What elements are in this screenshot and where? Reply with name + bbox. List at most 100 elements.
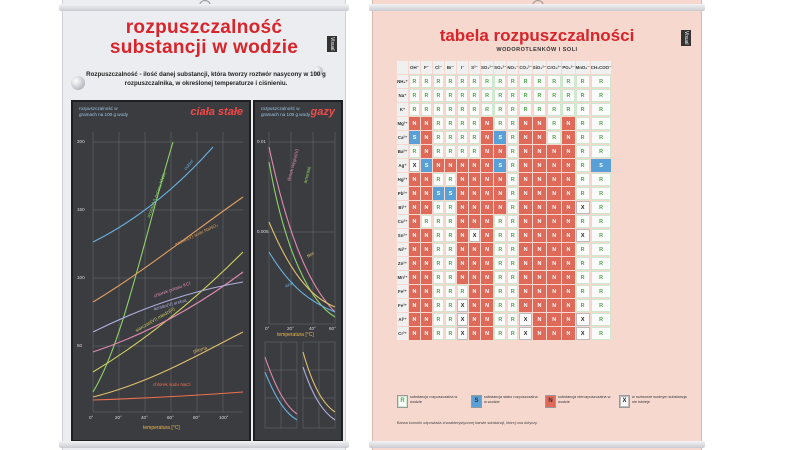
solubility-cell: R <box>575 285 590 298</box>
y-tick: 150 <box>77 207 85 212</box>
solubility-cell: R <box>433 229 444 242</box>
solubility-cell: N <box>409 229 420 242</box>
solubility-cell: N <box>421 243 432 256</box>
solubility-cell: N <box>532 187 547 200</box>
solubility-cell: N <box>547 145 562 158</box>
solubility-cell: N <box>457 257 468 270</box>
molecule-decoration <box>71 76 85 90</box>
legend-text: substancja słabo rozpuszczalna w wodzie <box>484 395 538 404</box>
solubility-cell: N <box>519 243 532 256</box>
solubility-cell: N <box>547 313 562 326</box>
solubility-cell: R <box>445 117 456 130</box>
x-tick: 20° <box>287 326 294 331</box>
solubility-cell: R <box>562 89 575 102</box>
solubility-cell: R <box>433 243 444 256</box>
solubility-cell: N <box>409 285 420 298</box>
solubility-cell: R <box>445 75 456 88</box>
solubility-cell: R <box>494 103 507 116</box>
solubility-cell: S <box>494 131 507 144</box>
solubility-cell: N <box>562 131 575 144</box>
curve-glicyna <box>92 331 244 398</box>
gases-chart-panel: gazy rozpuszczalność w gramach na 100 g … <box>253 100 343 442</box>
solubility-cell: R <box>507 145 519 158</box>
solubility-cell: R <box>433 89 444 102</box>
solubility-cell: N <box>532 285 547 298</box>
solubility-cell: R <box>494 89 507 102</box>
solubility-cell: R <box>469 117 480 130</box>
solubility-cell: R <box>590 215 612 228</box>
solubility-cell: N <box>469 173 480 186</box>
definition-text: Rozpuszczalność - ilość danej substancji… <box>86 71 326 87</box>
y-tick: 50 <box>77 343 83 348</box>
curve-kcl <box>92 271 244 353</box>
solubility-cell: N <box>562 285 575 298</box>
solubility-cell: N <box>562 173 575 186</box>
solubility-cell: N <box>481 117 494 130</box>
solubility-cell: R <box>469 145 480 158</box>
solubility-cell: R <box>457 117 468 130</box>
solubility-cell: N <box>562 313 575 326</box>
solubility-cell: N <box>532 215 547 228</box>
table-row: Sn²⁺ N N R R N X N R R N N N N X R <box>397 229 612 242</box>
solubility-cell: R <box>507 117 519 130</box>
poster-rail-bottom <box>369 441 705 448</box>
solubility-cell: N <box>421 257 432 270</box>
anion-header: Cl⁻ <box>433 61 444 74</box>
solubility-cell: R <box>481 75 494 88</box>
solubility-cell: R <box>575 215 590 228</box>
cation-header: Mg²⁺ <box>397 117 408 130</box>
solubility-cell: N <box>494 173 507 186</box>
anion-header: CrO₄²⁻ <box>547 61 562 74</box>
hanger-hook <box>532 0 544 7</box>
legend-symbol: R <box>397 395 408 408</box>
solubility-cell: N <box>469 187 480 200</box>
solubility-cell: N <box>433 159 444 172</box>
solubility-cell: R <box>433 145 444 158</box>
solubility-cell: N <box>481 243 494 256</box>
solubility-cell: N <box>547 327 562 340</box>
table-row: Na⁺ R R R R R R R R R R R R R R R <box>397 89 612 102</box>
anion-header: SO₄²⁻ <box>494 61 507 74</box>
solubility-cell: S <box>590 159 612 172</box>
solubility-cell: R <box>590 285 612 298</box>
solubility-cell: N <box>532 243 547 256</box>
solubility-cell: R <box>433 271 444 284</box>
poster-rail-bottom <box>59 441 349 448</box>
anion-header: SiO₃²⁻ <box>532 61 547 74</box>
solubility-cell: R <box>421 89 432 102</box>
solubility-cell: N <box>532 257 547 270</box>
molecule-decoration <box>313 66 323 76</box>
solubility-cell: R <box>494 271 507 284</box>
solubility-cell: R <box>519 75 532 88</box>
solubility-cell: N <box>481 299 494 312</box>
solubility-cell: N <box>445 159 456 172</box>
cation-header: Ag⁺ <box>397 159 408 172</box>
solubility-cell: R <box>494 327 507 340</box>
solubility-cell: R <box>445 285 456 298</box>
legend-text: w roztworze wodnym substancja nie istnie… <box>632 395 687 404</box>
solubility-cell: N <box>519 257 532 270</box>
solubility-cell: R <box>494 257 507 270</box>
solubility-cell: R <box>469 89 480 102</box>
solubility-cell: X <box>575 313 590 326</box>
solubility-cell: R <box>445 327 456 340</box>
solubility-cell: R <box>409 89 420 102</box>
solubility-cell: N <box>481 327 494 340</box>
solubility-cell: R <box>445 201 456 214</box>
solubility-cell: N <box>519 229 532 242</box>
anion-header: CH₃COO⁻ <box>590 61 612 74</box>
solubility-cell: N <box>409 187 420 200</box>
solids-chart <box>92 132 244 413</box>
solubility-cell: X <box>519 327 532 340</box>
x-tick: 100° <box>219 415 229 420</box>
solubility-cell: R <box>433 131 444 144</box>
curve-label: chlorek sodu NaCl <box>153 382 191 387</box>
solubility-cell: N <box>481 215 494 228</box>
table-corner <box>397 61 408 74</box>
solubility-cell: N <box>519 187 532 200</box>
solubility-cell: N <box>469 257 480 270</box>
solids-ylabel: rozpuszczalność w gramach na 100 g wody <box>79 106 129 117</box>
solubility-cell: R <box>457 89 468 102</box>
solubility-cell: R <box>507 299 519 312</box>
solubility-cell: N <box>519 173 532 186</box>
